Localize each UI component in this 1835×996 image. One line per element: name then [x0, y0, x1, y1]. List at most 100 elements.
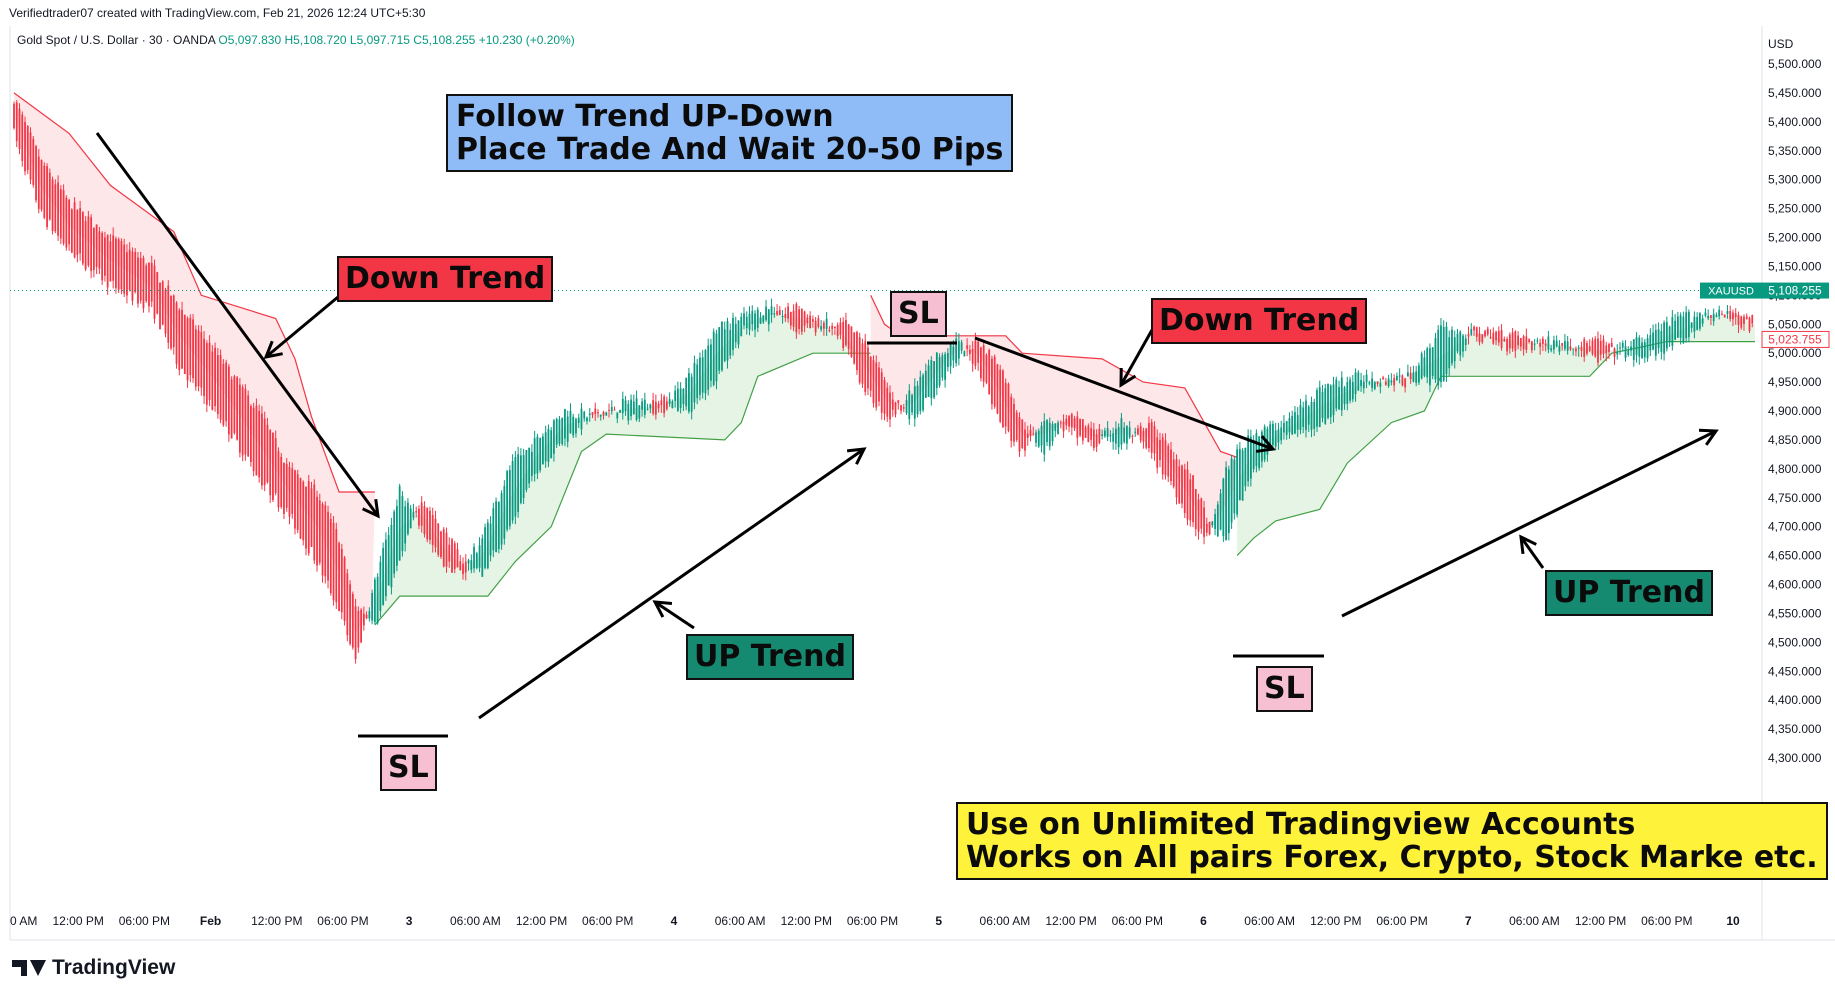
candle-body: [412, 511, 415, 518]
candle-body: [1249, 436, 1252, 479]
candle-body: [170, 295, 172, 349]
time-tick-label: 4: [671, 914, 678, 928]
candle-body: [68, 199, 70, 245]
candle-body: [800, 309, 803, 332]
candle-body: [401, 496, 404, 551]
candle-body: [1473, 326, 1475, 331]
candle-body: [203, 338, 205, 397]
headline-line1: Follow Trend UP-Down: [456, 99, 834, 134]
price-tick-label: 5,150.000: [1768, 259, 1822, 273]
candle-body: [872, 360, 875, 404]
candle-body: [988, 349, 991, 395]
candle-body: [101, 232, 104, 281]
candle-body: [608, 409, 610, 411]
time-tick-label: 6: [1200, 914, 1207, 928]
candle-body: [1464, 338, 1467, 345]
candle-body: [481, 538, 484, 577]
candle-body: [373, 579, 376, 622]
candle-body: [1434, 337, 1437, 380]
candle-body: [539, 438, 542, 471]
candle-body: [1404, 378, 1407, 388]
candle-body: [1161, 437, 1164, 475]
candle-body: [95, 224, 98, 267]
candle-body: [1616, 351, 1619, 355]
candle-body: [1296, 415, 1299, 430]
currency-label[interactable]: USD: [1768, 37, 1794, 51]
candle-body: [90, 217, 93, 271]
time-tick-label: 06:00 AM: [1509, 914, 1560, 928]
candle-body: [1440, 325, 1442, 382]
candle-body: [236, 377, 239, 440]
price-tick-label: 5,200.000: [1768, 231, 1822, 245]
candle-body: [1726, 311, 1729, 315]
candle-body: [652, 400, 655, 414]
candle-body: [1701, 318, 1704, 324]
candle-body: [1098, 428, 1101, 443]
candle-body: [1382, 377, 1385, 380]
candle-body: [1409, 372, 1412, 380]
candle-body: [960, 342, 963, 351]
candle-body: [1676, 316, 1679, 338]
candle-body: [420, 502, 423, 526]
candle-body: [137, 257, 139, 304]
candle-body: [1183, 469, 1186, 514]
candle-body: [1693, 316, 1696, 332]
symbol-legend[interactable]: Gold Spot / U.S. Dollar · 30 · OANDA O5,…: [17, 33, 575, 47]
candle-body: [930, 360, 933, 399]
candle-body: [1340, 377, 1343, 411]
candle-body: [1470, 329, 1473, 335]
candle-body: [500, 493, 503, 545]
candle-body: [51, 179, 54, 232]
candle-body: [1553, 340, 1555, 350]
candle-body: [1569, 346, 1572, 350]
candle-body: [762, 315, 765, 323]
candle-body: [241, 387, 244, 456]
candle-body: [29, 132, 32, 180]
candle-body: [654, 401, 657, 415]
candle-body: [1247, 435, 1250, 482]
candle-body: [335, 529, 338, 603]
candle-body: [442, 529, 445, 567]
candle-body: [781, 316, 784, 318]
candle-body: [1415, 371, 1418, 383]
candle-body: [387, 535, 390, 586]
candle-body: [1214, 514, 1216, 529]
candle-body: [1170, 449, 1172, 482]
time-tick-label: 12:00 PM: [781, 914, 832, 928]
time-axis[interactable]: 0 AM 12:00 PM 06:00 PM Feb 12:00 PM 06:00 PM 3…: [10, 914, 1740, 928]
candle-body: [1594, 338, 1597, 357]
candle-body: [845, 320, 847, 346]
candle-body: [734, 323, 737, 343]
candle-body: [426, 507, 429, 540]
candle-body: [1376, 381, 1379, 384]
candle-body: [820, 326, 823, 330]
candle-body: [966, 345, 969, 349]
candle-body: [663, 396, 666, 414]
candle-body: [329, 518, 332, 594]
candle-body: [715, 333, 718, 382]
price-axis[interactable]: 4,300.000 4,350.000 4,400.000 4,450.000 4,50…: [1768, 57, 1822, 765]
candle-body: [423, 506, 426, 535]
candle-body: [1630, 346, 1632, 351]
candle-body: [109, 241, 112, 282]
candle-body: [451, 539, 453, 573]
candle-body: [1318, 387, 1321, 427]
candle-body: [688, 373, 690, 412]
candle-body: [1627, 350, 1630, 355]
candle-body: [1145, 428, 1148, 448]
time-tick-label: 06:00 PM: [119, 914, 170, 928]
candle-body: [1517, 335, 1519, 346]
candle-body: [1211, 521, 1214, 525]
candle-body: [927, 365, 930, 397]
price-tick-label: 4,950.000: [1768, 375, 1822, 389]
candle-body: [1737, 314, 1740, 325]
candle-body: [566, 416, 569, 442]
up-trend-line-arrow-2-head: [1698, 428, 1719, 446]
candle-body: [993, 356, 996, 407]
candle-body: [1285, 421, 1288, 435]
candle-body: [957, 341, 960, 359]
ohlc-high: H5,108.720: [284, 33, 347, 47]
candle-body: [379, 561, 382, 611]
candle-body: [35, 146, 37, 201]
tradingview-brand[interactable]: TradingView: [12, 956, 175, 980]
